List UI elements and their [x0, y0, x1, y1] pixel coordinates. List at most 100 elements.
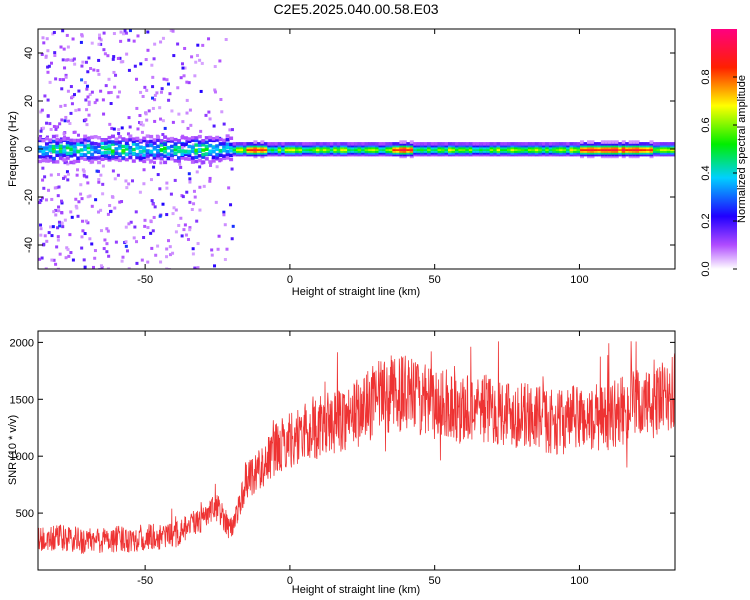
- heatmap-cell: [625, 142, 630, 146]
- heatmap-cell: [388, 152, 393, 157]
- heatmap-cell: [239, 151, 244, 155]
- heatmap-cell: [180, 135, 185, 140]
- heatmap-cell: [183, 149, 188, 154]
- heatmap-cell: [656, 147, 661, 151]
- heatmap-cell: [38, 145, 42, 150]
- heatmap-cell: [590, 145, 595, 150]
- heatmap-cell: [472, 152, 477, 157]
- heatmap-cell: [114, 157, 119, 162]
- heatmap-cell: [54, 262, 58, 266]
- heatmap-cell: [124, 138, 129, 142]
- heatmap-cell: [534, 147, 539, 151]
- heatmap-cell: [211, 146, 216, 150]
- heatmap-cell: [222, 141, 227, 146]
- heatmap-cell: [319, 149, 324, 153]
- heatmap-cell: [65, 151, 70, 156]
- heatmap-cell: [392, 151, 397, 155]
- heatmap-cell: [493, 142, 498, 146]
- heatmap-cell: [611, 147, 616, 151]
- heatmap-cell: [381, 143, 386, 148]
- heatmap-cell: [171, 120, 175, 124]
- heatmap-cell: [156, 135, 161, 139]
- heatmap-cell: [97, 160, 102, 165]
- heatmap-cell: [527, 143, 532, 148]
- heatmap-cell: [83, 157, 88, 162]
- heatmap-cell: [232, 143, 237, 148]
- heatmap-cell: [423, 142, 428, 146]
- heatmap-cell: [437, 149, 442, 153]
- spectrogram-heatmap: [38, 29, 675, 269]
- heatmap-cell: [420, 149, 425, 153]
- heatmap-cell: [580, 149, 585, 153]
- heatmap-cell: [187, 137, 192, 141]
- heatmap-cell: [562, 143, 567, 148]
- heatmap-cell: [246, 152, 251, 157]
- heatmap-cell: [215, 156, 220, 160]
- heatmap-cell: [604, 154, 609, 159]
- heatmap-cell: [57, 185, 61, 189]
- heatmap-cell: [402, 140, 407, 144]
- heatmap-cell: [204, 147, 209, 151]
- heatmap-cell: [347, 142, 352, 146]
- heatmap-cell: [538, 143, 543, 148]
- heatmap-cell: [114, 73, 118, 77]
- heatmap-cell: [538, 152, 543, 157]
- heatmap-cell: [56, 235, 60, 239]
- heatmap-cell: [196, 242, 200, 246]
- heatmap-cell: [399, 151, 404, 155]
- heatmap-cell: [229, 136, 234, 140]
- heatmap-cell: [218, 157, 223, 162]
- heatmap-cell: [295, 143, 300, 148]
- heatmap-cell: [475, 143, 480, 148]
- heatmap-cell: [140, 258, 144, 262]
- heatmap-cell: [263, 149, 268, 153]
- heatmap-cell: [381, 149, 386, 153]
- heatmap-cell: [42, 41, 46, 45]
- heatmap-cell: [232, 147, 237, 151]
- y-tick-label: 20: [23, 95, 35, 107]
- heatmap-cell: [524, 149, 529, 153]
- heatmap-cell: [343, 151, 348, 155]
- heatmap-cell: [597, 151, 602, 155]
- heatmap-cell: [156, 138, 161, 143]
- heatmap-cell: [116, 56, 120, 60]
- heatmap-cell: [673, 151, 675, 155]
- heatmap-cell: [517, 147, 522, 151]
- heatmap-cell: [99, 208, 103, 212]
- heatmap-cell: [101, 182, 105, 186]
- heatmap-cell: [117, 131, 121, 135]
- heatmap-cell: [128, 125, 132, 129]
- heatmap-cell: [90, 141, 95, 146]
- heatmap-cell: [447, 152, 452, 157]
- heatmap-cell: [143, 224, 147, 228]
- heatmap-cell: [190, 156, 195, 160]
- heatmap-cell: [139, 62, 143, 66]
- heatmap-cell: [420, 151, 425, 155]
- heatmap-cell: [50, 197, 54, 201]
- heatmap-cell: [66, 58, 70, 62]
- heatmap-cell: [347, 149, 352, 153]
- heatmap-cell: [80, 34, 84, 38]
- heatmap-cell: [56, 194, 60, 198]
- heatmap-cell: [409, 142, 414, 146]
- heatmap-cell: [625, 143, 630, 148]
- heatmap-cell: [385, 145, 390, 150]
- heatmap-cell: [454, 149, 459, 153]
- heatmap-cell: [187, 172, 191, 176]
- heatmap-cell: [639, 143, 644, 148]
- heatmap-cell: [195, 54, 199, 58]
- heatmap-cell: [437, 151, 442, 155]
- heatmap-cell: [604, 147, 609, 151]
- heatmap-cell: [180, 145, 184, 149]
- heatmap-cell: [127, 267, 131, 269]
- heatmap-cell: [586, 154, 591, 159]
- heatmap-cell: [65, 140, 70, 145]
- heatmap-cell: [416, 151, 421, 155]
- heatmap-cell: [142, 155, 147, 160]
- heatmap-cell: [96, 69, 100, 73]
- heatmap-cell: [41, 146, 46, 150]
- heatmap-cell: [83, 232, 87, 236]
- heatmap-cell: [336, 142, 341, 146]
- heatmap-cell: [65, 156, 70, 160]
- heatmap-cell: [322, 145, 327, 150]
